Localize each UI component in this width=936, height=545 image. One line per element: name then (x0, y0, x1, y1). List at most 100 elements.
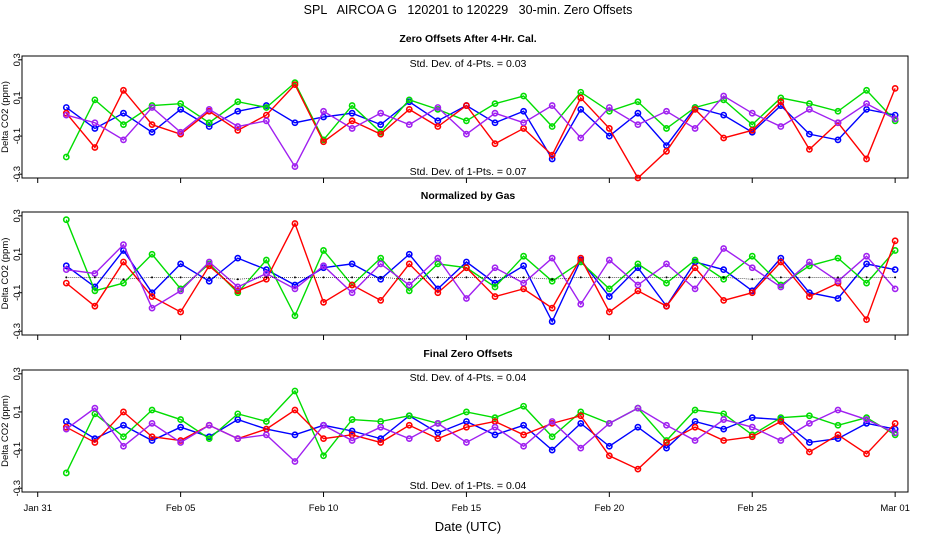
data-point (665, 276, 668, 279)
y-tick-label: -0.1 (12, 285, 23, 301)
data-point (91, 435, 99, 443)
panel-title: Final Zero Offsets (423, 348, 512, 360)
data-point (377, 109, 385, 117)
data-point (491, 119, 499, 127)
data-point (863, 86, 870, 94)
data-point (634, 121, 642, 129)
data-point (720, 245, 728, 252)
data-point (377, 423, 385, 431)
series-black (65, 276, 897, 281)
data-point (834, 421, 842, 429)
data-point (148, 406, 156, 414)
data-point (605, 293, 613, 300)
data-point (91, 404, 99, 412)
data-point (122, 278, 125, 281)
data-point (65, 276, 68, 279)
data-point (148, 304, 156, 312)
data-point (120, 258, 127, 266)
series-line (65, 414, 896, 452)
data-point (234, 98, 242, 106)
data-point (548, 304, 556, 312)
data-point (434, 254, 442, 262)
data-point (520, 119, 527, 127)
data-point (434, 289, 442, 297)
data-point (62, 425, 70, 433)
panel-title: Normalized by Gas (421, 190, 516, 202)
data-point (491, 293, 499, 300)
data-point (434, 123, 442, 130)
data-point (894, 276, 897, 279)
data-point (91, 287, 99, 295)
data-point (120, 136, 127, 144)
data-point (863, 416, 870, 423)
data-point (234, 435, 242, 443)
plot-frame (21, 369, 909, 493)
series-line (65, 407, 896, 463)
data-point (777, 414, 785, 422)
data-point (120, 86, 127, 94)
data-point (463, 102, 470, 109)
data-point (634, 264, 642, 272)
data-point (605, 442, 613, 450)
data-point (91, 439, 99, 446)
data-point (691, 256, 699, 264)
data-point (777, 123, 785, 130)
panel-1: Zero Offsets After 4-Hr. Cal. Delta CO2 (… (0, 33, 909, 183)
data-point (520, 262, 527, 270)
data-point (377, 297, 385, 304)
data-point (177, 128, 185, 136)
data-point (463, 117, 470, 125)
y-tick-label: 0.3 (12, 53, 23, 66)
data-point (891, 237, 899, 245)
y-tick-label: 0.3 (12, 367, 23, 380)
data-point (663, 147, 670, 155)
data-point (805, 419, 813, 427)
data-point (320, 107, 327, 115)
data-point (120, 121, 127, 129)
data-point (634, 174, 642, 182)
data-point (234, 283, 242, 291)
data-point (62, 153, 70, 161)
data-point (291, 458, 299, 465)
data-point (548, 446, 556, 454)
data-point (234, 107, 242, 115)
data-point (377, 260, 385, 268)
data-point (805, 412, 813, 420)
std-dev-4pts: Std. Dev. of 4-Pts. = 0.03 (410, 58, 527, 70)
y-axis-label: Delta CO2 (ppm) (0, 81, 11, 153)
data-point (520, 107, 527, 115)
data-point (291, 163, 299, 170)
data-point (377, 435, 385, 443)
data-point (634, 98, 642, 106)
data-point (234, 254, 242, 262)
data-point (691, 264, 699, 272)
std-dev-1pts: Std. Dev. of 1-Pts. = 0.04 (410, 480, 527, 492)
y-axis-label: Delta CO2 (ppm) (0, 395, 11, 467)
data-point (491, 264, 499, 272)
data-point (751, 278, 754, 281)
data-point (208, 276, 211, 279)
data-point (320, 298, 327, 306)
series-line (65, 100, 896, 161)
data-point (834, 136, 842, 144)
data-point (863, 316, 870, 324)
data-point (720, 437, 728, 444)
data-point (551, 278, 554, 281)
x-tick-label: Feb 05 (166, 503, 196, 514)
data-point (120, 279, 127, 287)
series-blue (62, 247, 899, 325)
data-point (634, 281, 642, 289)
data-point (805, 448, 813, 456)
data-point (262, 270, 270, 277)
data-point (348, 416, 356, 423)
data-point (348, 427, 356, 435)
data-point (834, 435, 842, 443)
data-point (405, 96, 413, 104)
plot-frame (21, 55, 909, 179)
data-point (891, 115, 899, 123)
data-point (805, 105, 813, 113)
data-point (748, 126, 756, 134)
data-point (520, 402, 527, 410)
data-point (405, 421, 413, 429)
data-point (720, 134, 728, 142)
